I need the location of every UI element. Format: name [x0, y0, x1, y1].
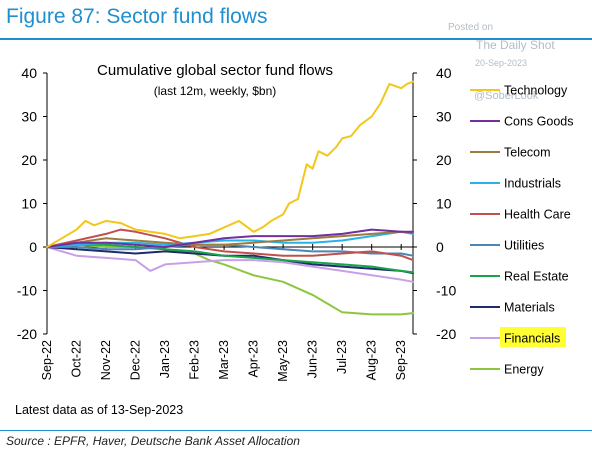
series-line-telecom — [46, 230, 414, 248]
x-tick-label: Dec-22 — [129, 340, 143, 380]
y-tick-label-left: 0 — [29, 239, 37, 255]
source-rule — [0, 430, 592, 431]
legend-label-telecom: Telecom — [504, 146, 551, 160]
y-tick-label-left: 20 — [21, 152, 37, 168]
series-line-technology — [46, 80, 414, 248]
watermark-site: The Daily Shot — [476, 38, 555, 52]
series-line-materials — [46, 246, 414, 275]
x-tick-label: Feb-23 — [188, 340, 202, 380]
x-tick-label: Sep-23 — [394, 340, 408, 380]
chart-title: Cumulative global sector fund flows — [97, 62, 333, 79]
x-tick-label: Nov-22 — [99, 340, 113, 380]
series-line-real-estate — [46, 243, 414, 274]
source-note: Source : EPFR, Haver, Deutsche Bank Asse… — [6, 434, 300, 448]
watermark-handle: @SoberLook — [474, 90, 539, 102]
x-tick-label: Jul-23 — [335, 340, 349, 374]
title-rule — [0, 38, 592, 40]
watermark-posted-on: Posted on — [448, 22, 494, 33]
y-tick-label-left: -20 — [17, 326, 37, 342]
sector-flows-chart: Cumulative global sector fund flows (las… — [15, 62, 573, 417]
x-tick-label: Mar-23 — [217, 340, 231, 380]
x-tick-label: Sep-22 — [40, 340, 54, 380]
y-tick-label-right: 0 — [436, 239, 444, 255]
legend-highlight — [500, 327, 566, 347]
series-line-financials — [46, 246, 414, 283]
watermark-date: 20-Sep-2023 — [475, 58, 528, 68]
legend-label-health-care: Health Care — [504, 208, 571, 222]
y-tick-label-right: 10 — [436, 196, 452, 212]
y-tick-label-right: 40 — [436, 65, 452, 81]
y-tick-label-right: 30 — [436, 109, 452, 125]
legend-label-utilities: Utilities — [504, 239, 544, 253]
data-note: Latest data as of 13-Sep-2023 — [15, 403, 183, 417]
legend-label-energy: Energy — [504, 363, 544, 377]
legend-label-industrials: Industrials — [504, 177, 561, 191]
legend-label-real-estate: Real Estate — [504, 270, 569, 284]
series-line-utilities — [46, 243, 414, 257]
y-tick-label-left: -10 — [17, 283, 37, 299]
y-tick-label-right: -10 — [436, 283, 456, 299]
x-tick-label: May-23 — [276, 340, 290, 382]
legend-label-financials: Financials — [504, 332, 560, 346]
x-tick-label: Jan-23 — [158, 340, 172, 378]
figure-title: Figure 87: Sector fund flows — [6, 5, 268, 28]
series-line-cons-goods — [46, 228, 414, 248]
series-line-health-care — [46, 228, 414, 262]
y-tick-label-left: 30 — [21, 109, 37, 125]
series-line-energy — [46, 243, 414, 316]
x-tick-label: Aug-23 — [365, 340, 379, 380]
chart-subtitle: (last 12m, weekly, $bn) — [154, 84, 277, 98]
y-tick-label-right: 20 — [436, 152, 452, 168]
legend-label-technology: Technology — [504, 84, 568, 98]
x-tick-label: Jun-23 — [306, 340, 320, 378]
y-tick-label-left: 10 — [21, 196, 37, 212]
y-tick-label-right: -20 — [436, 326, 456, 342]
legend-label-materials: Materials — [504, 301, 555, 315]
legend-label-cons-goods: Cons Goods — [504, 115, 573, 129]
x-tick-label: Apr-23 — [247, 340, 261, 378]
x-tick-label: Oct-22 — [70, 340, 84, 378]
y-tick-label-left: 40 — [21, 65, 37, 81]
